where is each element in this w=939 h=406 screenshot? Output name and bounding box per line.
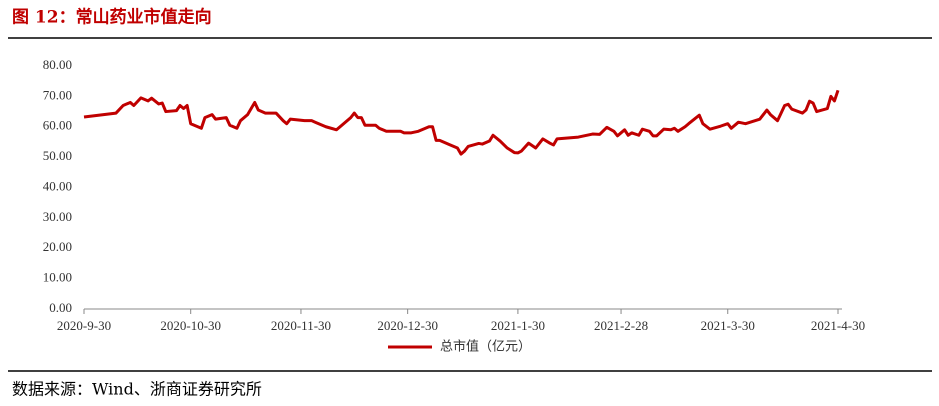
- x-tick-label: 2021-4-30: [811, 318, 865, 333]
- legend-label: 总市值（亿元）: [440, 339, 531, 355]
- x-tick-label: 2020-11-30: [271, 318, 331, 333]
- y-tick-label: 10.00: [43, 270, 72, 285]
- x-tick-label: 2020-12-30: [377, 318, 438, 333]
- y-tick-label: 50.00: [43, 148, 72, 163]
- x-tick-label: 2021-2-28: [594, 318, 648, 333]
- x-tick-label: 2021-1-30: [491, 318, 545, 333]
- y-tick-label: 0.00: [49, 300, 72, 315]
- y-tick-label: 40.00: [43, 178, 72, 193]
- figure-title: 图 12：常山药业市值走向: [12, 7, 212, 28]
- x-tick-label: 2021-3-30: [701, 318, 755, 333]
- y-tick-label: 60.00: [43, 118, 72, 133]
- y-tick-label: 20.00: [43, 239, 72, 254]
- y-tick-label: 30.00: [43, 209, 72, 224]
- x-tick-label: 2020-9-30: [57, 318, 111, 333]
- x-tick-label: 2020-10-30: [160, 318, 221, 333]
- line: [83, 89, 840, 156]
- y-tick-label: 80.00: [43, 57, 72, 72]
- y-tick-label: 70.00: [43, 87, 72, 102]
- source: 数据来源：Wind、浙商证券研究所: [12, 380, 262, 399]
